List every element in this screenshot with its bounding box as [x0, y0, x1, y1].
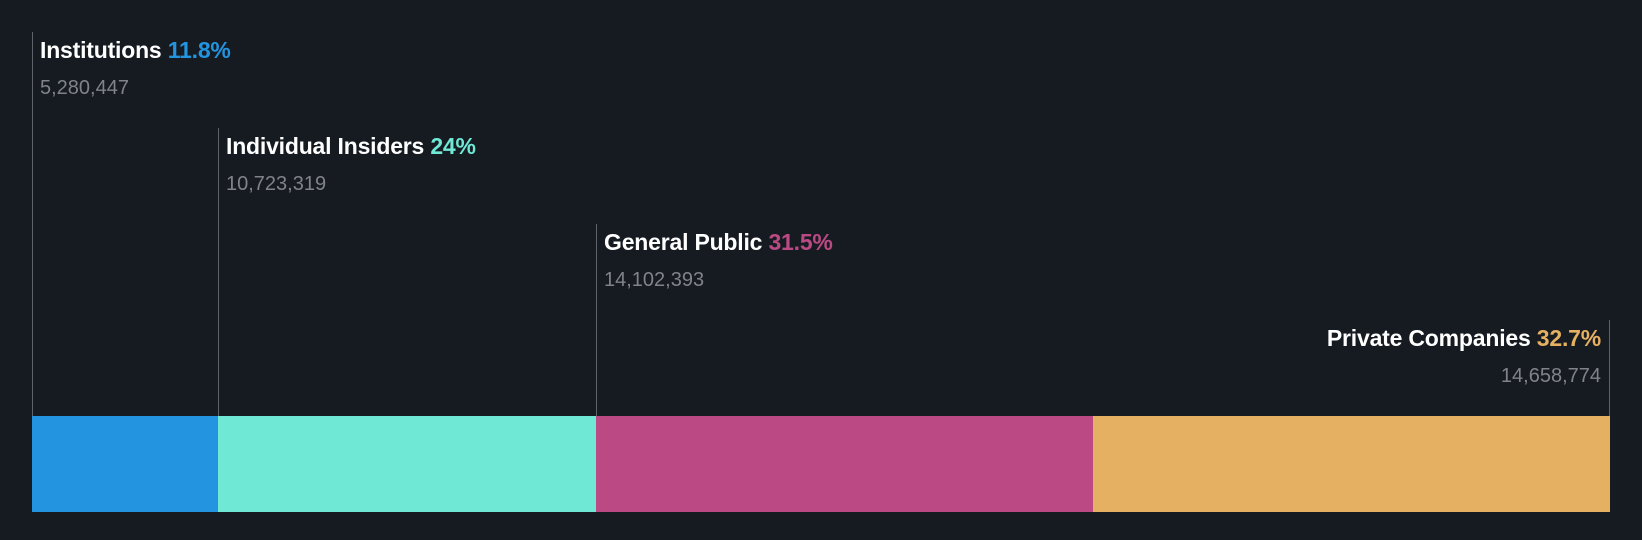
segment-name: General Public — [604, 229, 763, 255]
bar-segment-general-public — [596, 416, 1093, 512]
leader-line-individual-insiders — [218, 128, 219, 416]
segment-percent: 31.5% — [768, 229, 833, 255]
segment-name: Private Companies — [1326, 325, 1531, 351]
leader-line-private-companies — [1609, 320, 1610, 416]
stacked-ownership-bar — [32, 416, 1610, 512]
segment-title: Private Companies 32.7% — [1327, 324, 1601, 352]
segment-percent: 32.7% — [1536, 325, 1601, 351]
label-private-companies: Private Companies 32.7% 14,658,774 — [1327, 324, 1601, 390]
segment-title: General Public 31.5% — [604, 228, 833, 256]
segment-title: Institutions 11.8% — [40, 36, 231, 64]
segment-name: Individual Insiders — [226, 133, 425, 159]
segment-name: Institutions — [40, 37, 162, 63]
leader-line-institutions — [32, 32, 33, 416]
leader-line-general-public — [596, 224, 597, 416]
bar-segment-private-companies — [1093, 416, 1610, 512]
segment-percent: 11.8% — [167, 37, 231, 63]
label-institutions: Institutions 11.8% 5,280,447 — [40, 36, 231, 102]
segment-share-count: 14,102,393 — [604, 269, 705, 291]
segment-percent: 24% — [430, 133, 476, 159]
label-individual-insiders: Individual Insiders 24% 10,723,319 — [226, 132, 476, 198]
segment-share-count: 5,280,447 — [40, 77, 129, 99]
label-general-public: General Public 31.5% 14,102,393 — [604, 228, 833, 294]
bar-segment-individual-insiders — [218, 416, 596, 512]
segment-title: Individual Insiders 24% — [226, 132, 476, 160]
segment-share-count: 14,658,774 — [1500, 365, 1601, 387]
segment-share-count: 10,723,319 — [226, 173, 327, 195]
bar-segment-institutions — [32, 416, 218, 512]
